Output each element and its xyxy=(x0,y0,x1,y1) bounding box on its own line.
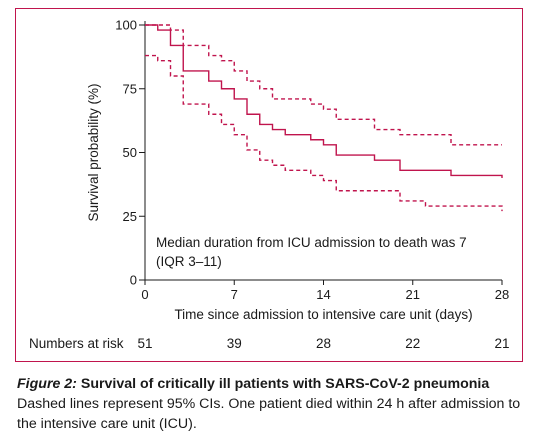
median-annotation-line: (IQR 3–11) xyxy=(156,254,222,269)
x-tick-label: 14 xyxy=(316,287,330,302)
caption-title-text: Survival of critically ill patients with… xyxy=(76,376,490,392)
numbers-at-risk-value: 21 xyxy=(494,336,509,351)
median-annotation-line: Median duration from ICU admission to de… xyxy=(156,235,467,250)
survival-series-line xyxy=(145,24,503,178)
series-layer xyxy=(145,24,503,212)
y-tick-label: 25 xyxy=(123,209,137,224)
numbers-at-risk-value: 22 xyxy=(405,336,420,351)
x-axis-title: Time since admission to intensive care u… xyxy=(174,307,472,322)
numbers-at-risk-value: 28 xyxy=(316,336,331,351)
x-tick-label: 7 xyxy=(231,287,238,302)
y-tick-label: 50 xyxy=(123,145,137,160)
figure-caption: Figure 2: Survival of critically ill pat… xyxy=(17,374,532,434)
x-tick-label: 21 xyxy=(406,287,420,302)
caption-body: Dashed lines represent 95% CIs. One pati… xyxy=(17,396,521,432)
y-tick-label: 0 xyxy=(130,273,137,288)
ci-series-line-2 xyxy=(145,54,503,212)
kaplan-meier-chart: 0 25 50 75 100 0 7 14 21 28 Time since admission … xyxy=(29,18,510,352)
labels-layer: Time since admission to intensive care u… xyxy=(29,83,510,351)
numbers-at-risk-label: Numbers at risk xyxy=(29,336,124,351)
figure-panel xyxy=(15,8,523,362)
caption-figure-label: Figure 2: xyxy=(17,376,77,392)
y-axis-title: Survival probability (%) xyxy=(86,83,101,221)
x-tick-label: 28 xyxy=(495,287,509,302)
numbers-at-risk-value: 51 xyxy=(137,336,152,351)
y-tick-label: 100 xyxy=(115,18,137,33)
x-tick-label: 0 xyxy=(141,287,148,302)
y-tick-label: 75 xyxy=(123,81,137,96)
axes: 0 25 50 75 100 0 7 14 21 28 xyxy=(115,18,509,303)
caption-title: Figure 2: Survival of critically ill pat… xyxy=(17,374,532,394)
ci-series-line-1 xyxy=(145,24,502,146)
numbers-at-risk-value: 39 xyxy=(227,336,242,351)
